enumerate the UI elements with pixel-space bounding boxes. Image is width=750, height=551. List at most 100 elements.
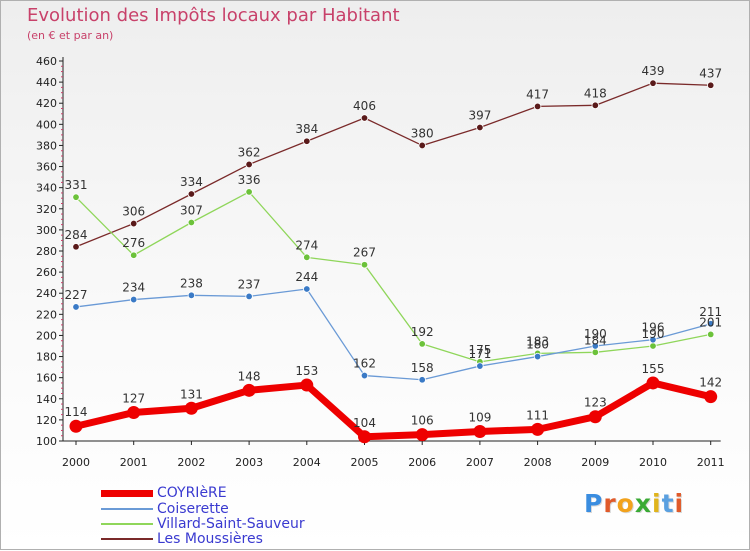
data-label: 362 xyxy=(238,145,261,159)
data-label: 437 xyxy=(699,66,722,80)
series-line-les-moussi-res xyxy=(75,82,712,248)
logo-letter: i xyxy=(652,489,662,518)
x-tick-label: 2001 xyxy=(120,456,148,469)
data-point xyxy=(588,410,602,424)
series-line-villard-saint-sauveur xyxy=(75,191,712,363)
data-label: 211 xyxy=(699,305,722,319)
data-point xyxy=(129,295,138,304)
legend-swatch-les-moussieres xyxy=(101,538,153,540)
data-point xyxy=(245,292,253,301)
data-point xyxy=(245,188,253,196)
data-label: 331 xyxy=(65,178,88,192)
data-label: 380 xyxy=(411,126,434,140)
y-tick-label: 180 xyxy=(36,351,57,364)
y-tick-label: 100 xyxy=(36,435,57,448)
data-point xyxy=(127,406,141,419)
logo-letter: P xyxy=(584,489,604,518)
logo-letter: i xyxy=(674,489,685,518)
data-label: 274 xyxy=(295,238,318,252)
y-tick-label: 260 xyxy=(36,266,57,279)
data-label: 106 xyxy=(411,414,434,428)
legend-label-les-moussieres: Les Moussières xyxy=(157,531,263,547)
y-tick-label: 360 xyxy=(36,161,57,174)
legend-label-coiserette: Coiserette xyxy=(157,501,229,517)
data-label: 267 xyxy=(353,246,376,260)
data-point xyxy=(533,352,542,361)
series-coyri-re xyxy=(69,376,718,444)
data-label: 104 xyxy=(353,416,376,430)
series-coiserette xyxy=(72,285,715,384)
x-tick-label: 2002 xyxy=(177,456,205,469)
y-tick-label: 420 xyxy=(36,97,57,110)
y-tick-label: 160 xyxy=(36,372,57,385)
x-tick-label: 2000 xyxy=(62,456,90,469)
chart-axes: 100 120 140 160 180 200 220 240 260 280 300 320 340 3… xyxy=(36,55,725,469)
y-tick-label: 120 xyxy=(36,414,57,427)
data-point xyxy=(360,114,369,122)
data-label: 131 xyxy=(180,387,203,401)
data-point xyxy=(591,342,599,350)
data-point xyxy=(69,419,83,433)
data-label: 123 xyxy=(584,396,607,410)
legend-swatch-villard-saint-sauveur xyxy=(101,523,153,525)
data-point xyxy=(129,251,138,259)
y-tick-label: 300 xyxy=(36,224,57,237)
data-label: 148 xyxy=(238,369,261,383)
proxiti-logo: Proxiti xyxy=(584,489,684,518)
chart-series xyxy=(69,79,718,444)
data-point xyxy=(649,342,657,350)
data-label: 227 xyxy=(65,288,88,302)
data-point xyxy=(72,303,80,311)
data-point xyxy=(360,371,369,380)
data-point xyxy=(72,243,80,251)
y-tick-label: 320 xyxy=(36,203,57,216)
data-label: 196 xyxy=(642,321,665,335)
data-point xyxy=(533,102,542,111)
data-point xyxy=(591,101,599,110)
data-label: 238 xyxy=(180,276,203,290)
data-label: 127 xyxy=(122,392,145,406)
data-label: 142 xyxy=(699,376,722,390)
data-label: 190 xyxy=(642,327,665,341)
data-point xyxy=(303,285,311,293)
legend-swatch-coiserette xyxy=(101,508,153,510)
data-label: 180 xyxy=(526,338,549,352)
y-tick-label: 340 xyxy=(36,182,57,195)
data-label: 276 xyxy=(122,236,145,250)
data-label: 306 xyxy=(122,205,145,219)
y-tick-label: 240 xyxy=(36,287,57,300)
y-tick-label: 140 xyxy=(36,393,57,406)
legend-item-villard-saint-sauveur: Villard-Saint-Sauveur xyxy=(101,516,305,532)
series-line-coyri-re xyxy=(72,379,715,441)
data-point xyxy=(187,218,196,227)
data-point xyxy=(476,123,484,132)
data-point xyxy=(303,137,311,145)
data-point xyxy=(418,376,426,384)
data-label: 234 xyxy=(122,281,145,295)
data-point xyxy=(646,376,660,390)
data-point xyxy=(187,190,196,198)
series-villard-saint-sauveur xyxy=(72,188,715,366)
y-tick-label: 460 xyxy=(36,55,57,68)
legend-item-les-moussieres: Les Moussières xyxy=(101,531,263,547)
data-label: 284 xyxy=(65,228,88,242)
data-point xyxy=(300,378,314,392)
data-label: 201 xyxy=(699,315,722,329)
data-point xyxy=(707,330,715,339)
y-tick-label: 200 xyxy=(36,329,57,342)
y-tick-label: 440 xyxy=(36,76,57,89)
data-label: 114 xyxy=(65,405,88,419)
data-point xyxy=(360,261,369,269)
data-point xyxy=(187,291,196,300)
data-point xyxy=(704,390,718,404)
data-label: 384 xyxy=(295,122,318,136)
data-label: 334 xyxy=(180,175,203,189)
legend-label-villard-saint-sauveur: Villard-Saint-Sauveur xyxy=(157,516,305,532)
data-label: 109 xyxy=(468,411,491,425)
legend-item-coiserette: Coiserette xyxy=(101,501,229,517)
data-point xyxy=(473,425,487,438)
x-tick-label: 2005 xyxy=(351,456,379,469)
x-tick-label: 2010 xyxy=(639,456,667,469)
